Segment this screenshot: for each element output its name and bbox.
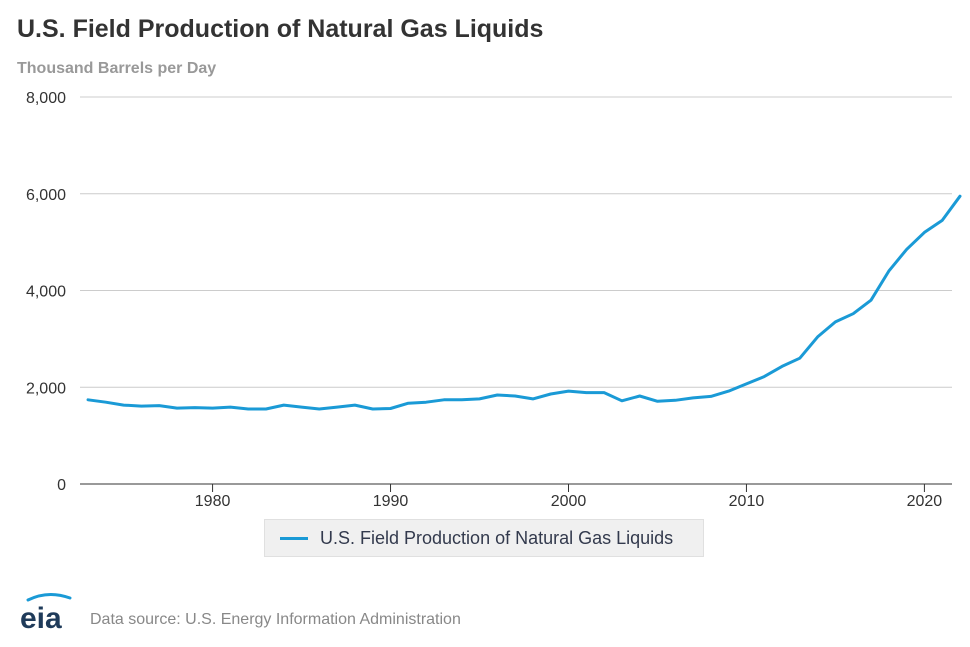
data-point[interactable] [708, 393, 714, 399]
data-point[interactable] [227, 404, 233, 410]
data-point[interactable] [138, 403, 144, 409]
x-tick-label: 1990 [373, 493, 409, 510]
data-point[interactable] [334, 404, 340, 410]
data-point[interactable] [726, 388, 732, 394]
data-point[interactable] [245, 406, 251, 412]
y-tick-label: 2,000 [26, 380, 66, 397]
line-chart: 0 2,000 4,000 6,000 8,000 1980 1990 2000 2010 20… [26, 90, 963, 510]
data-point[interactable] [121, 402, 127, 408]
data-point[interactable] [672, 397, 678, 403]
eia-logo: eia [20, 593, 72, 632]
y-tick-label: 8,000 [26, 90, 66, 107]
data-point[interactable] [939, 217, 945, 223]
data-point[interactable] [477, 396, 483, 402]
data-point[interactable] [583, 390, 589, 396]
x-tick-label: 2020 [907, 493, 943, 510]
x-tick-label: 2000 [551, 493, 587, 510]
eia-logo-text: eia [20, 602, 62, 632]
data-point[interactable] [530, 396, 536, 402]
data-point[interactable] [85, 397, 91, 403]
data-point[interactable] [156, 403, 162, 409]
data-point[interactable] [761, 374, 767, 380]
x-tick-label: 1980 [195, 493, 231, 510]
data-point[interactable] [281, 402, 287, 408]
data-point[interactable] [904, 246, 910, 252]
data-point[interactable] [405, 400, 411, 406]
data-point[interactable] [654, 398, 660, 404]
data-point[interactable] [370, 406, 376, 412]
data-point[interactable] [174, 405, 180, 411]
data-point[interactable] [299, 404, 305, 410]
data-point[interactable] [494, 392, 500, 398]
data-point[interactable] [886, 268, 892, 274]
y-tick-label: 0 [57, 477, 66, 494]
x-tick-label: 2010 [729, 493, 765, 510]
data-point[interactable] [103, 399, 109, 405]
data-point[interactable] [601, 390, 607, 396]
data-point[interactable] [779, 363, 785, 369]
data-point[interactable] [619, 398, 625, 404]
chart-subtitle: Thousand Barrels per Day [17, 60, 217, 77]
legend[interactable]: U.S. Field Production of Natural Gas Liq… [264, 519, 704, 557]
data-point[interactable] [459, 397, 465, 403]
data-point[interactable] [565, 388, 571, 394]
data-point[interactable] [743, 381, 749, 387]
data-point[interactable] [352, 402, 358, 408]
y-tick-label: 6,000 [26, 187, 66, 204]
data-point[interactable] [868, 297, 874, 303]
legend-swatch [280, 536, 308, 540]
data-point[interactable] [441, 397, 447, 403]
data-point[interactable] [832, 319, 838, 325]
data-point[interactable] [921, 229, 927, 235]
data-point[interactable] [512, 393, 518, 399]
data-point[interactable] [548, 391, 554, 397]
data-point[interactable] [388, 406, 394, 412]
data-point[interactable] [423, 399, 429, 405]
data-point[interactable] [263, 406, 269, 412]
legend-label: U.S. Field Production of Natural Gas Liq… [320, 527, 674, 548]
chart-title: U.S. Field Production of Natural Gas Liq… [17, 15, 544, 43]
series-line-ngl-production [86, 194, 962, 411]
data-point[interactable] [316, 406, 322, 412]
data-point[interactable] [957, 193, 963, 199]
data-point[interactable] [850, 311, 856, 317]
data-point[interactable] [637, 393, 643, 399]
data-source-note: Data source: U.S. Energy Information Adm… [90, 611, 461, 628]
data-point[interactable] [797, 355, 803, 361]
data-point[interactable] [690, 395, 696, 401]
data-point[interactable] [192, 405, 198, 411]
y-tick-label: 4,000 [26, 284, 66, 301]
data-point[interactable] [210, 405, 216, 411]
data-point[interactable] [815, 334, 821, 340]
